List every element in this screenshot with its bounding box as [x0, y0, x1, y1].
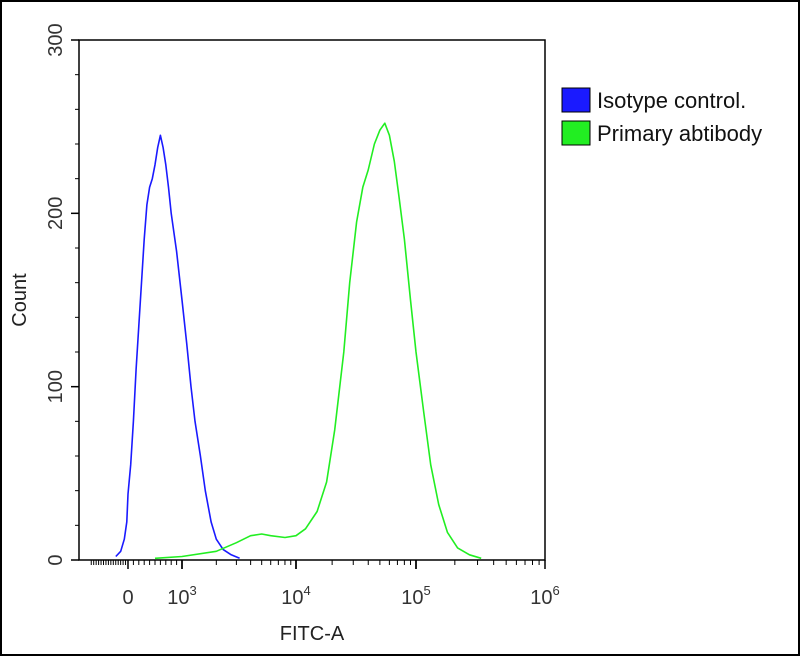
y-axis-title: Count — [9, 273, 31, 327]
legend: Isotype control. Primary abtibody — [561, 87, 762, 146]
legend-label: Isotype control. — [597, 88, 746, 113]
y-tick-label: 300 — [45, 23, 67, 56]
y-axis: 0 100 200 300 — [45, 23, 79, 566]
y-tick-label: 100 — [45, 370, 67, 403]
series-line-1 — [154, 122, 482, 560]
legend-swatch — [561, 120, 591, 146]
legend-swatch — [561, 87, 591, 113]
series-line-0 — [115, 134, 240, 560]
plot-area — [78, 39, 546, 561]
y-tick-label: 200 — [45, 197, 67, 230]
x-tick-label: 106 — [530, 583, 559, 609]
x-tick-label: 104 — [281, 583, 310, 609]
y-tick-label: 0 — [45, 554, 67, 565]
series-layer — [115, 122, 482, 560]
legend-label: Primary abtibody — [597, 121, 762, 146]
x-tick-label: 103 — [167, 583, 196, 609]
x-tick-label: 0 — [122, 587, 133, 609]
x-tick-label: 105 — [401, 583, 430, 609]
x-axis-title: FITC-A — [280, 623, 345, 645]
x-axis: 0 103 104 105 106 — [90, 560, 560, 609]
